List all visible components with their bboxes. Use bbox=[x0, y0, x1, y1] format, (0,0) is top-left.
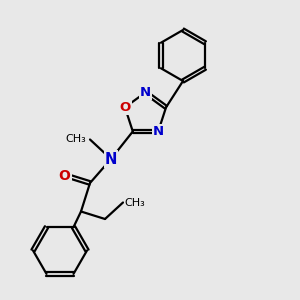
Text: CH₃: CH₃ bbox=[66, 134, 86, 145]
Text: N: N bbox=[140, 86, 151, 99]
Text: N: N bbox=[153, 125, 164, 138]
Text: O: O bbox=[58, 169, 70, 182]
Text: N: N bbox=[105, 152, 117, 166]
Text: CH₃: CH₃ bbox=[124, 197, 145, 208]
Text: O: O bbox=[119, 101, 130, 114]
